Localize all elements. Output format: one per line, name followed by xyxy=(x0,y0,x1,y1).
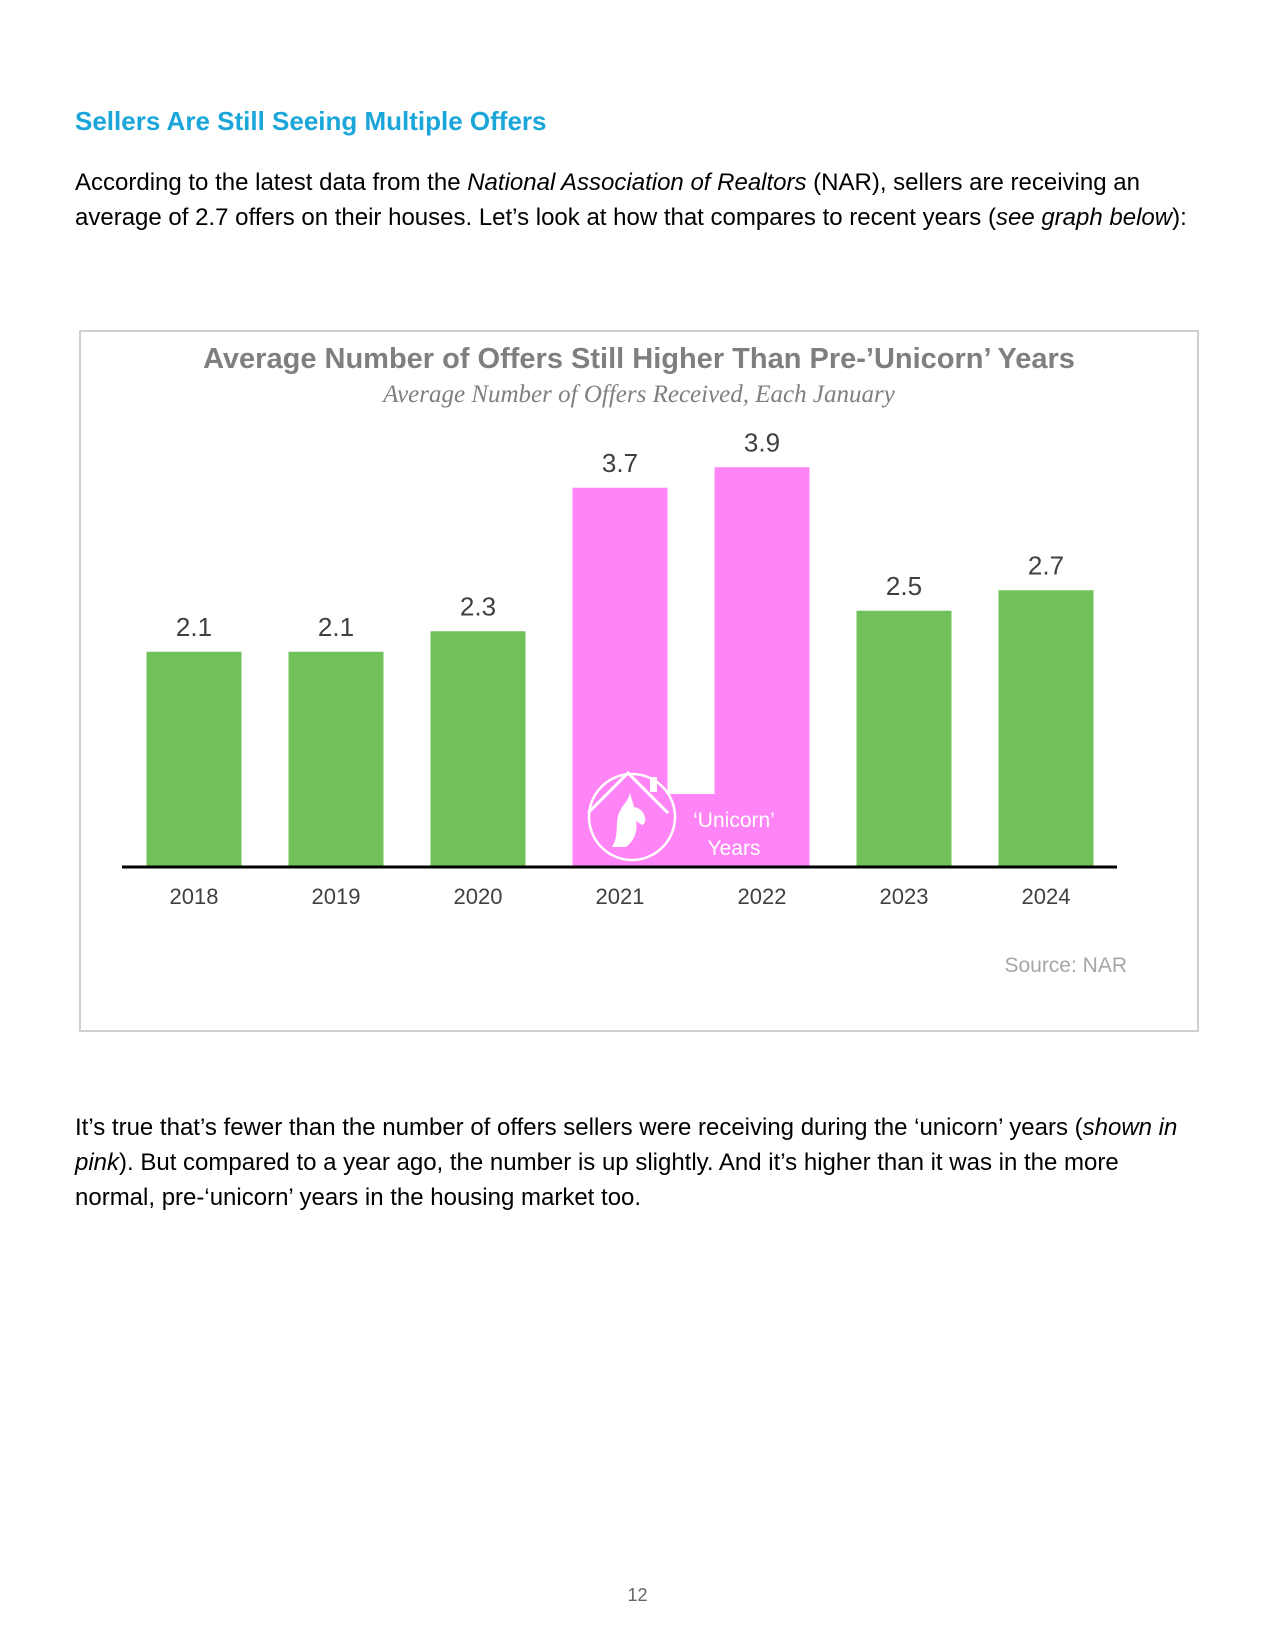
chart-source: Source: NAR xyxy=(1004,954,1127,977)
intro-text-2: (NAR), sellers are receiving an average … xyxy=(75,169,1140,231)
data-label-2021: 3.7 xyxy=(602,448,638,478)
unicorn-label-line-1: ‘Unicorn’ xyxy=(693,809,775,832)
x-tick-label-2020: 2020 xyxy=(454,884,503,909)
chart-title: Average Number of Offers Still Higher Th… xyxy=(203,343,1075,375)
data-label-2023: 2.5 xyxy=(886,571,922,601)
offers-bar-chart: Average Number of Offers Still Higher Th… xyxy=(122,343,1127,977)
outro-paragraph: It’s true that’s fewer than the number o… xyxy=(75,1110,1205,1215)
x-tick-label-2024: 2024 xyxy=(1022,884,1071,909)
section-heading: Sellers Are Still Seeing Multiple Offers xyxy=(75,106,547,136)
x-tick-label-2022: 2022 xyxy=(738,884,787,909)
bar-2024 xyxy=(998,590,1094,867)
data-label-2022: 3.9 xyxy=(744,427,780,457)
intro-text-1: According to the latest data from the xyxy=(75,169,468,196)
x-tick-labels: 2018 2019 2020 2021 2022 2023 2024 xyxy=(170,884,1071,909)
unicorn-label-line-2: Years xyxy=(708,837,761,860)
outro-text-2: ). But compared to a year ago, the numbe… xyxy=(75,1149,1119,1211)
data-label-2018: 2.1 xyxy=(176,612,212,642)
x-tick-label-2018: 2018 xyxy=(170,884,219,909)
bar-2018 xyxy=(146,651,242,867)
outro-text-1: It’s true that’s fewer than the number o… xyxy=(75,1114,1083,1141)
chart-frame: Average Number of Offers Still Higher Th… xyxy=(79,330,1199,1032)
bar-2020 xyxy=(430,631,526,867)
intro-nar-name: National Association of Realtors xyxy=(467,169,807,196)
page-number: 12 xyxy=(627,1585,648,1605)
bar-2023 xyxy=(856,610,952,867)
intro-see-graph: see graph below xyxy=(995,204,1173,231)
unicorn-annotation: ‘Unicorn’ Years xyxy=(572,770,810,867)
data-label-2024: 2.7 xyxy=(1028,550,1064,580)
data-label-2019: 2.1 xyxy=(318,612,354,642)
x-tick-label-2021: 2021 xyxy=(596,884,645,909)
bars-group: 2.1 2.1 2.3 3.7 3.9 2.5 2.7 xyxy=(146,427,1094,867)
bar-2019 xyxy=(288,651,384,867)
x-tick-label-2023: 2023 xyxy=(880,884,929,909)
chart-subtitle: Average Number of Offers Received, Each … xyxy=(381,381,896,408)
intro-text-3: ): xyxy=(1172,204,1187,231)
data-label-2020: 2.3 xyxy=(460,591,496,621)
intro-paragraph: According to the latest data from the Na… xyxy=(75,165,1205,235)
unicorn-house-icon xyxy=(586,770,677,862)
outro-shown-in-pink: shown in pink xyxy=(75,1114,1178,1176)
x-tick-label-2019: 2019 xyxy=(312,884,361,909)
